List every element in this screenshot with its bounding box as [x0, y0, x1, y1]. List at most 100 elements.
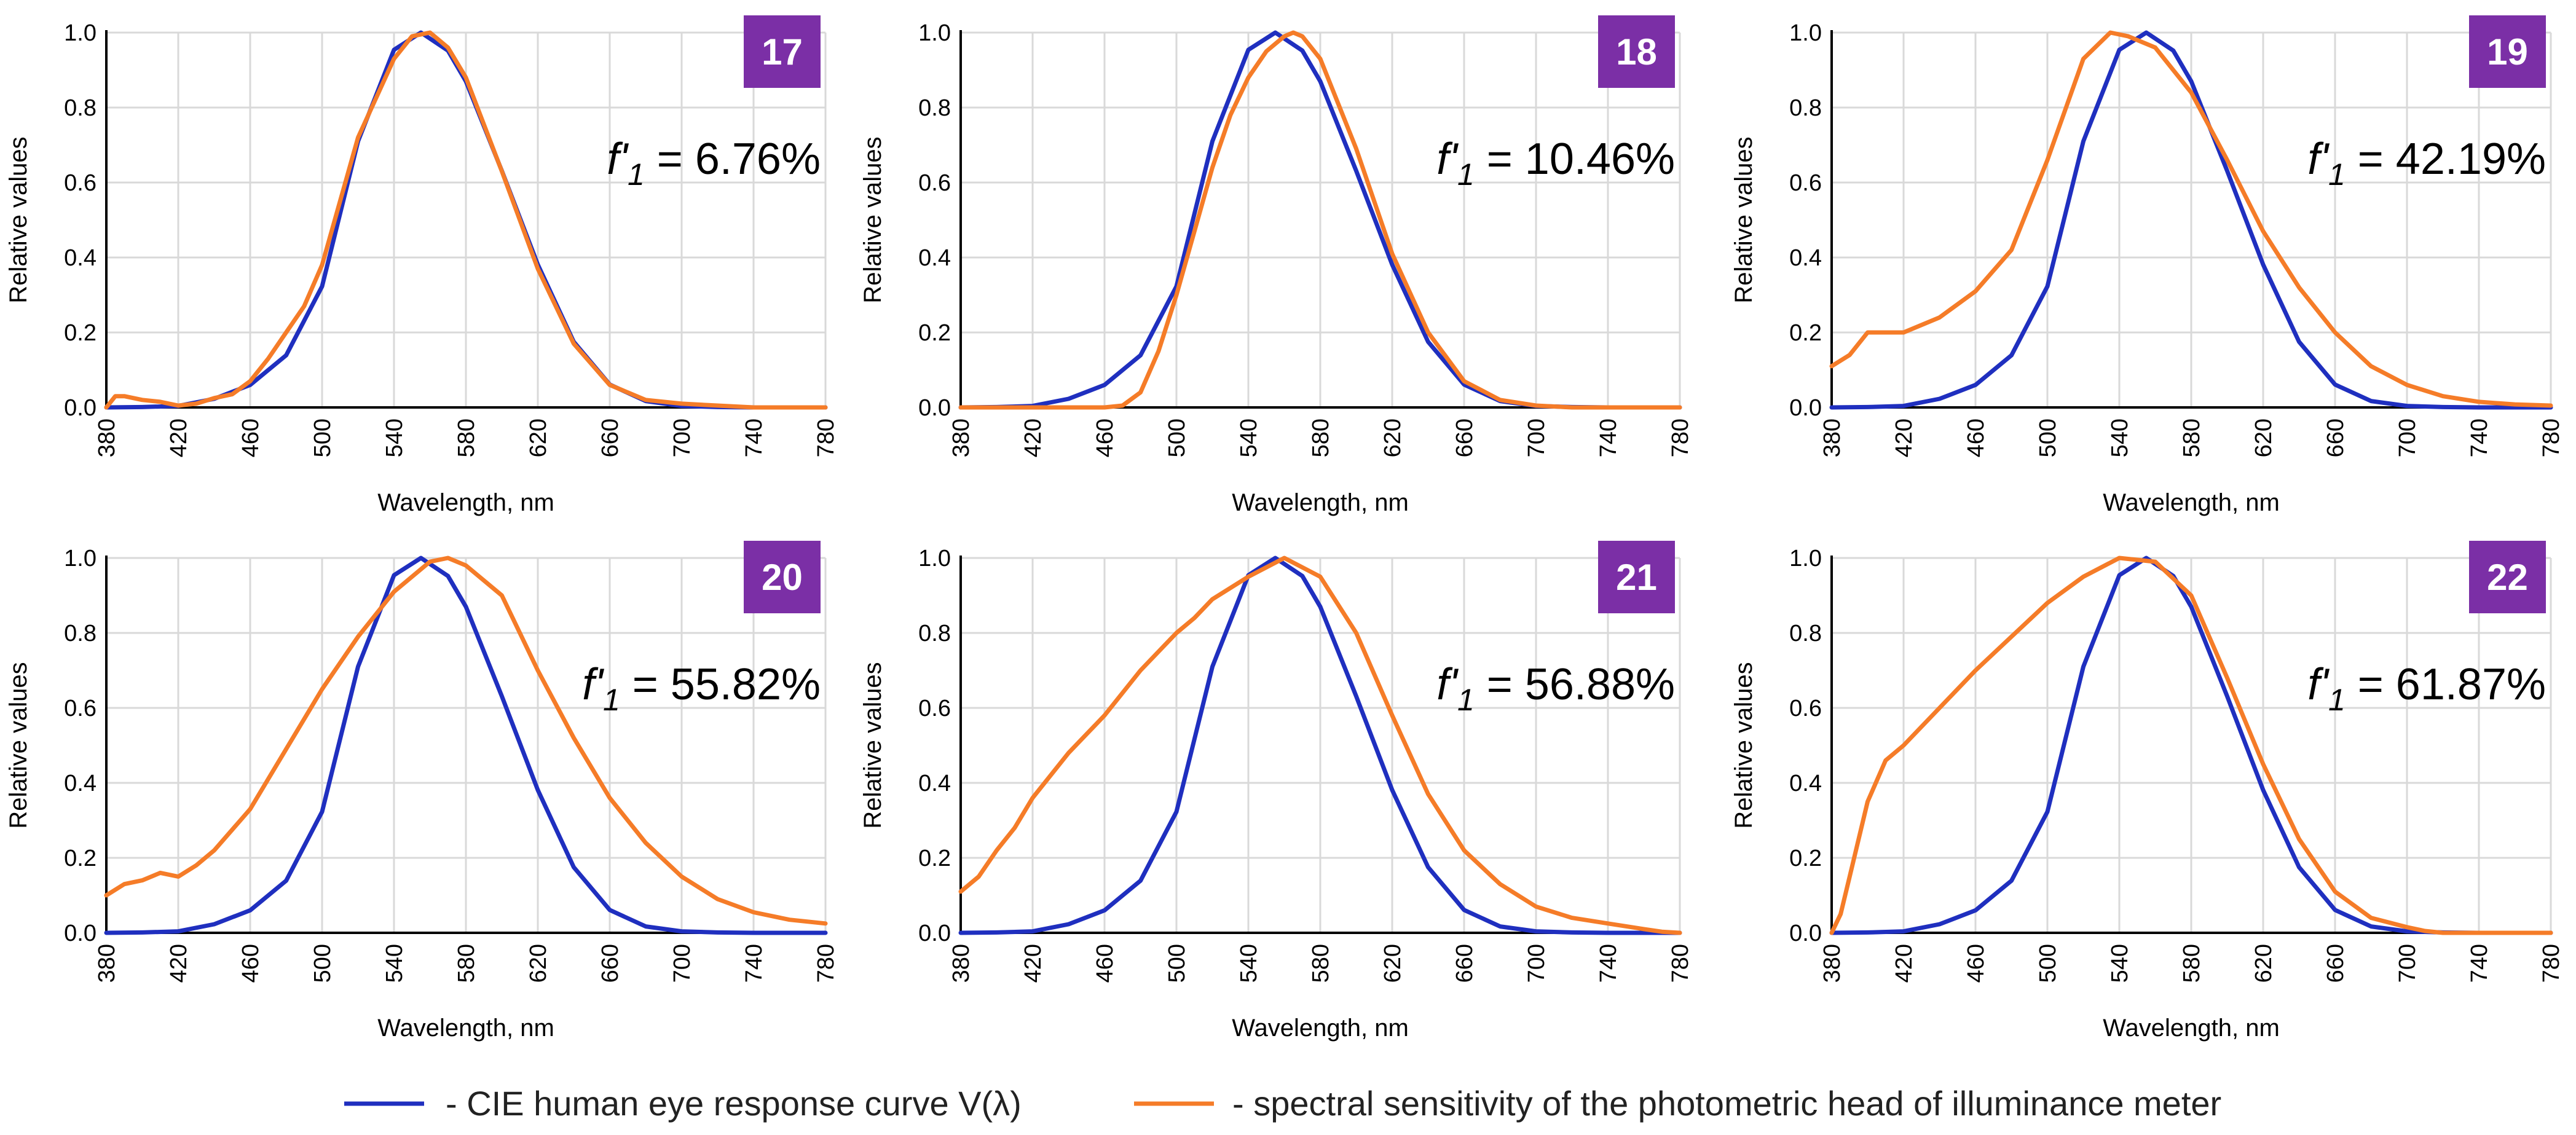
f1-annotation: f'1 = 61.87% — [2307, 660, 2546, 717]
x-tick-label: 740 — [1596, 418, 1621, 457]
x-tick-label: 380 — [1819, 418, 1845, 457]
y-tick-label: 0.6 — [64, 696, 97, 721]
x-tick-label: 540 — [382, 944, 408, 983]
y-tick-label: 0.0 — [1789, 921, 1822, 946]
x-tick-label: 700 — [669, 944, 695, 983]
x-tick-label: 660 — [2323, 944, 2349, 983]
y-tick-label: 0.8 — [1789, 621, 1822, 646]
x-tick-label: 420 — [1891, 418, 1917, 457]
x-tick-label: 460 — [238, 418, 264, 457]
x-tick-label: 620 — [526, 418, 551, 457]
legend: - CIE human eye response curve V(λ) - sp… — [344, 1084, 2221, 1123]
x-tick-label: 660 — [1452, 418, 1478, 457]
x-tick-label: 380 — [94, 418, 120, 457]
x-tick-label: 500 — [310, 418, 336, 457]
y-tick-label: 1.0 — [918, 20, 951, 46]
panel-badge — [744, 541, 821, 613]
y-axis-title: Relative values — [859, 662, 886, 828]
x-tick-label: 700 — [2395, 944, 2420, 983]
x-tick-label: 740 — [2467, 944, 2492, 983]
x-tick-label: 460 — [1963, 418, 1989, 457]
x-tick-label: 540 — [2107, 418, 2133, 457]
series-line-cie — [1829, 30, 2553, 410]
series-line-head — [104, 30, 828, 410]
x-axis-title: Wavelength, nm — [2103, 489, 2280, 516]
x-tick-label: 580 — [2179, 418, 2205, 457]
x-tick-label: 700 — [1524, 418, 1550, 457]
x-tick-label: 660 — [597, 418, 623, 457]
x-tick-label: 540 — [382, 418, 408, 457]
x-tick-label: 780 — [1668, 418, 1693, 457]
series-line-head — [958, 556, 1682, 935]
x-tick-label: 740 — [741, 944, 767, 983]
panel-badge — [744, 15, 821, 88]
y-axis-title: Relative values — [5, 662, 32, 828]
panel-badge — [2469, 541, 2546, 613]
x-tick-label: 620 — [2251, 944, 2277, 983]
x-tick-label: 620 — [1380, 944, 1406, 983]
y-tick-label: 0.4 — [64, 771, 97, 796]
chart-panel-21: 380 420 460 500 540 580 620 660 700 740 780 0.0 0.2 0… — [859, 541, 1693, 1042]
x-tick-label: 700 — [669, 418, 695, 457]
chart-panel-18: 380 420 460 500 540 580 620 660 700 740 780 0.0 0.2 0… — [859, 15, 1693, 516]
panel-badge-number: 22 — [2487, 557, 2528, 598]
x-tick-label: 740 — [1596, 944, 1621, 983]
y-tick-label: 0.4 — [918, 245, 951, 271]
x-tick-label: 500 — [1164, 418, 1190, 457]
y-tick-label: 0.4 — [64, 245, 97, 271]
x-tick-label: 420 — [1020, 418, 1046, 457]
chart-panel-20: 380 420 460 500 540 580 620 660 700 740 780 0.0 0.2 0… — [5, 541, 839, 1042]
legend-head-label: - spectral sensitivity of the photometri… — [1232, 1084, 2221, 1123]
x-tick-label: 460 — [1963, 944, 1989, 983]
x-tick-label: 740 — [2467, 418, 2492, 457]
y-tick-label: 0.2 — [1789, 320, 1822, 346]
y-tick-label: 0.2 — [64, 320, 97, 346]
x-tick-label: 620 — [1380, 418, 1406, 457]
x-tick-label: 780 — [813, 418, 839, 457]
series-line-head — [958, 30, 1682, 410]
y-tick-label: 0.0 — [918, 921, 951, 946]
series-line-cie — [104, 556, 828, 935]
x-axis-title: Wavelength, nm — [1232, 489, 1409, 516]
y-tick-label: 1.0 — [1789, 546, 1822, 571]
y-tick-label: 0.8 — [1789, 95, 1822, 121]
chart-panel-19: 380 420 460 500 540 580 620 660 700 740 780 0.0 0.2 0… — [1730, 15, 2564, 516]
x-tick-label: 780 — [1668, 944, 1693, 983]
x-tick-label: 580 — [1308, 418, 1334, 457]
y-tick-label: 0.0 — [1789, 395, 1822, 421]
x-tick-label: 500 — [2035, 418, 2061, 457]
x-axis-title: Wavelength, nm — [377, 489, 554, 516]
x-tick-label: 380 — [1819, 944, 1845, 983]
x-axis-title: Wavelength, nm — [1232, 1015, 1409, 1042]
x-tick-label: 660 — [2323, 418, 2349, 457]
x-tick-label: 740 — [741, 418, 767, 457]
y-axis-title: Relative values — [859, 136, 886, 303]
f1-annotation: f'1 = 42.19% — [2307, 135, 2546, 192]
x-tick-label: 580 — [1308, 944, 1334, 983]
x-tick-label: 420 — [166, 944, 192, 983]
x-tick-label: 380 — [948, 944, 974, 983]
y-tick-label: 1.0 — [64, 20, 97, 46]
x-tick-label: 500 — [310, 944, 336, 983]
x-tick-label: 780 — [813, 944, 839, 983]
f1-annotation: f'1 = 10.46% — [1436, 135, 1675, 192]
x-tick-label: 780 — [2539, 418, 2564, 457]
x-tick-label: 580 — [454, 418, 479, 457]
panel-badge — [1598, 541, 1675, 613]
x-tick-label: 460 — [238, 944, 264, 983]
f1-annotation: f'1 = 55.82% — [582, 660, 821, 717]
chart-panel-22: 380 420 460 500 540 580 620 660 700 740 780 0.0 0.2 0… — [1730, 541, 2564, 1042]
x-tick-label: 540 — [1236, 418, 1262, 457]
x-tick-label: 500 — [2035, 944, 2061, 983]
x-tick-label: 580 — [2179, 944, 2205, 983]
chart-panels: 380 420 460 500 540 580 620 660 700 740 780 0.0 0.2 0… — [5, 15, 2564, 1042]
y-tick-label: 0.6 — [64, 170, 97, 196]
series-line-head — [104, 556, 828, 926]
x-tick-label: 540 — [1236, 944, 1262, 983]
x-axis-title: Wavelength, nm — [377, 1015, 554, 1042]
x-tick-label: 700 — [2395, 418, 2420, 457]
y-tick-label: 0.8 — [918, 95, 951, 121]
x-tick-label: 420 — [1020, 944, 1046, 983]
y-tick-label: 0.8 — [918, 621, 951, 646]
panel-badge-number: 20 — [762, 557, 803, 598]
